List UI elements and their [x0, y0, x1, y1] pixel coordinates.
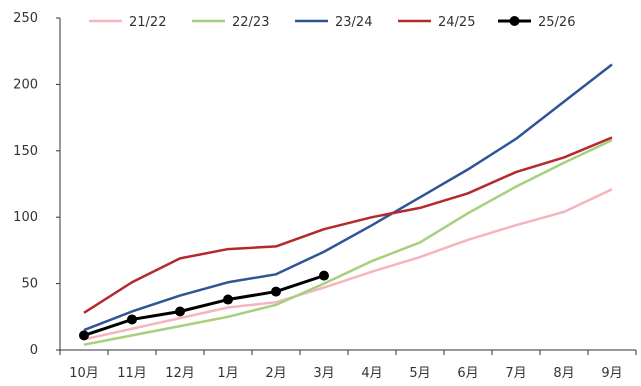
axes: 0 50 100 150 200 250 10月 11月 12月 1月 2月 3月 4月 5月 6月 7月 8月…	[13, 11, 637, 381]
legend: 21/22 22/23 23/24 24/25 25/26	[89, 15, 575, 30]
legend-item: 22/23	[192, 15, 269, 30]
legend-marker	[509, 16, 520, 26]
x-tick-label: 6月	[457, 366, 478, 381]
y-tick-label: 200	[13, 77, 38, 92]
x-tick-label: 12月	[165, 366, 195, 381]
series-line	[83, 139, 613, 346]
legend-label: 23/24	[335, 15, 372, 30]
series-22-23	[83, 139, 613, 346]
data-point	[223, 294, 233, 305]
data-point	[271, 286, 281, 297]
x-tick-label: 9月	[601, 366, 622, 381]
series-23-24	[83, 63, 613, 332]
legend-label: 22/23	[232, 15, 269, 30]
legend-label: 21/22	[129, 15, 166, 30]
legend-label: 24/25	[438, 15, 475, 30]
series-line	[83, 188, 613, 341]
x-tick-label: 4月	[361, 366, 382, 381]
x-tick-label: 3月	[313, 366, 334, 381]
data-point	[127, 314, 137, 325]
series-25-26	[79, 270, 329, 341]
y-tick-label: 50	[21, 277, 38, 292]
x-tick-label: 1月	[217, 366, 238, 381]
series-21-22	[83, 188, 613, 341]
x-tick-label: 7月	[505, 366, 526, 381]
y-tick-label: 150	[13, 144, 38, 159]
series-line	[83, 274, 325, 337]
y-tick-label: 0	[30, 343, 38, 358]
x-tick-label: 2月	[265, 366, 286, 381]
legend-label: 25/26	[538, 15, 575, 30]
y-tick-label: 250	[13, 11, 38, 26]
legend-item: 25/26	[498, 15, 575, 30]
y-tick-label: 100	[13, 210, 38, 225]
legend-item: 21/22	[89, 15, 166, 30]
legend-item: 23/24	[295, 15, 372, 30]
x-tick-label: 5月	[409, 366, 430, 381]
series-24-25	[83, 136, 613, 314]
series-line	[83, 136, 613, 314]
series-layer	[79, 63, 613, 346]
x-tick-label: 10月	[69, 366, 99, 381]
data-point	[79, 330, 89, 341]
legend-item: 24/25	[398, 15, 475, 30]
data-point	[175, 306, 185, 317]
data-point	[319, 270, 329, 281]
series-line	[83, 63, 613, 332]
x-tick-label: 8月	[553, 366, 574, 381]
x-tick-label: 11月	[117, 366, 147, 381]
